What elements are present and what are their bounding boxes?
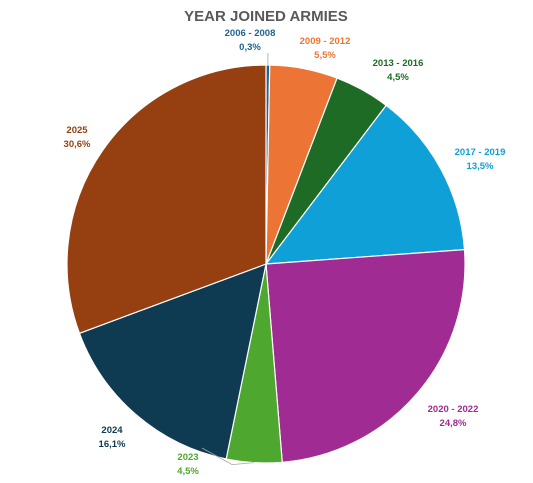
chart-title: YEAR JOINED ARMIES [184,8,348,25]
pie-slices [66,64,466,464]
slice-label-category: 2009 - 2012 [300,36,351,47]
slice-label-category: 2024 [101,425,123,436]
leader-lines [201,53,269,466]
slice-label-percent: 4,5% [387,72,409,83]
pie-slice-2017-2019 [264,104,466,265]
pie-slice-2025 [66,64,267,335]
slice-label-category: 2017 - 2019 [455,147,506,158]
slice-label-percent: 24,8% [440,418,467,429]
pie-slice-2020-2022 [265,248,466,463]
slice-label-category: 2023 [177,452,198,463]
slice-label-percent: 0,3% [239,42,261,53]
slice-labels: 2006 - 2008 0,3% 2009 - 2012 5,5% 2013 - 201… [64,28,506,477]
slice-label-percent: 5,5% [314,50,336,61]
slice-label-category: 2006 - 2008 [225,28,276,39]
slice-label-percent: 16,1% [99,439,126,450]
slice-label-category: 2020 - 2022 [428,404,479,415]
slice-label-category: 2013 - 2016 [373,58,424,69]
slice-label-percent: 30,6% [64,139,91,150]
slice-label-percent: 13,5% [467,161,494,172]
leader-line [201,447,255,466]
slice-label-category: 2025 [66,125,88,136]
slice-label-percent: 4,5% [177,466,199,477]
pie-slice-2024 [78,263,267,460]
